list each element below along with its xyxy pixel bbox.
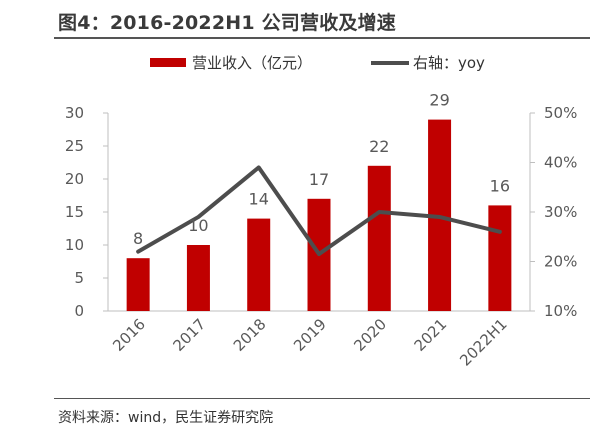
legend: 营业收入（亿元） 右轴：yoy [150, 54, 485, 72]
revenue-bar [186, 245, 210, 311]
revenue-bar [126, 258, 150, 311]
legend-bar-swatch [150, 58, 186, 67]
legend-line-label: 右轴：yoy [413, 54, 485, 72]
combo-chart: 营业收入（亿元） 右轴：yoy 0 5 10 15 20 25 30 10% 20% 30% 40% 5… [65, 54, 577, 370]
x-tick-label: 2016 [109, 315, 149, 355]
bar-value-label: 17 [309, 170, 329, 189]
left-tick-label: 15 [65, 203, 84, 221]
left-tick-label: 5 [74, 269, 84, 287]
bar-value-label: 10 [188, 216, 208, 235]
bar-value-label: 14 [249, 190, 269, 209]
revenue-bar [367, 165, 391, 311]
source-rule [54, 398, 590, 399]
data-labels: 8 10 14 17 22 29 16 [133, 91, 510, 249]
right-tick-label: 30% [544, 203, 577, 221]
bar-value-label: 16 [490, 176, 510, 195]
left-tick-label: 30 [65, 104, 84, 122]
bars [126, 119, 512, 311]
legend-bar-label: 营业收入（亿元） [192, 54, 312, 72]
right-tick-label: 50% [544, 104, 577, 122]
left-tick-label: 10 [65, 236, 84, 254]
revenue-bar [247, 218, 271, 311]
source-note: 资料来源：wind，民生证券研究院 [58, 410, 274, 426]
title-rule [54, 37, 590, 39]
x-tick-label: 2022H1 [456, 315, 510, 369]
bar-value-label: 8 [133, 229, 143, 248]
x-tick-label: 2021 [411, 315, 451, 355]
x-tick-label: 2018 [230, 315, 270, 355]
yoy-line [136, 165, 502, 257]
x-tick-label: 2019 [290, 315, 330, 355]
right-tick-label: 40% [544, 154, 577, 172]
x-tick-label: 2020 [350, 315, 390, 355]
left-tick-label: 20 [65, 170, 84, 188]
left-tick-label: 25 [65, 137, 84, 155]
left-tick-label: 0 [74, 302, 84, 320]
chart-title: 图4：2016-2022H1 公司营收及增速 [58, 12, 397, 34]
bar-value-label: 22 [369, 137, 389, 156]
x-tick-label: 2017 [170, 315, 210, 355]
revenue-bar [488, 205, 512, 311]
bar-value-label: 29 [429, 91, 449, 110]
right-tick-label: 10% [544, 302, 577, 320]
right-tick-label: 20% [544, 253, 577, 271]
